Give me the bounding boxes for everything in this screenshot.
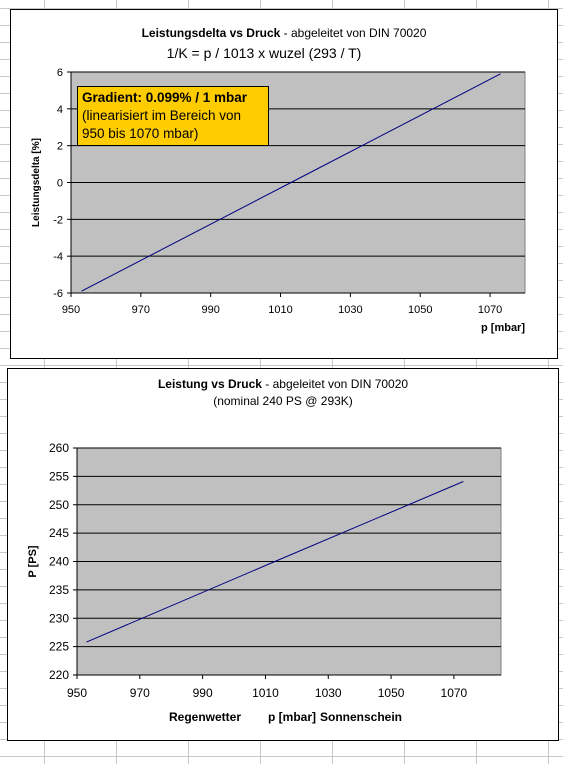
y-tick-label: 250 [49, 498, 69, 512]
chart1-title-rest: - abgeleitet von DIN 70020 [280, 26, 427, 40]
x-axis-label-left: Regenwetter [169, 710, 241, 724]
y-tick-label: 235 [49, 583, 69, 597]
x-tick-label: 1030 [315, 686, 342, 700]
y-tick-label: 255 [49, 469, 69, 483]
series-line [81, 73, 501, 292]
annotation-head: Gradient: 0.099% / 1 mbar [82, 90, 248, 105]
x-tick-label: 950 [62, 304, 80, 316]
x-axis-label-right: Sonnenschein [320, 710, 402, 724]
x-tick-label: 1050 [378, 686, 405, 700]
chart2-title-bold: Leistung vs Druck [157, 377, 262, 391]
x-axis-label: p [mbar] [268, 710, 316, 724]
x-tick-label: 1010 [252, 686, 279, 700]
x-axis-label: p [mbar] [481, 322, 525, 334]
x-tick-label: 990 [202, 304, 220, 316]
chart-leistungsdelta[interactable]: Leistungsdelta vs Druck - abgeleitet von… [10, 9, 558, 359]
chart1-plot: -6 -4 -2 0 2 4 6 950 970 990 1010 1030 1050 1070 Leist… [31, 67, 526, 334]
y-tick-label: 245 [49, 526, 69, 540]
y-tick-label: -6 [53, 288, 63, 300]
y-tick-label: -4 [53, 251, 63, 263]
x-tick-label: 1030 [338, 304, 362, 316]
y-axis-label: P [PS] [27, 545, 39, 578]
x-tick-label: 990 [193, 686, 213, 700]
y-tick-label: 6 [57, 67, 63, 79]
annotation-line1: (linearisiert im Bereich von [82, 108, 242, 123]
annotation-line2: 950 bis 1070 mbar) [82, 126, 199, 141]
x-tick-label: 1050 [408, 304, 432, 316]
chart2-title: Leistung vs Druck - abgeleitet von DIN 7… [8, 377, 558, 391]
y-tick-label: 2 [57, 141, 63, 153]
x-tick-label: 950 [67, 686, 87, 700]
y-tick-label: 0 [57, 178, 63, 190]
y-tick-label: 230 [49, 611, 69, 625]
series-line [86, 481, 464, 643]
y-tick-label: 220 [49, 668, 69, 682]
x-tick-label: 1070 [441, 686, 468, 700]
y-axis-label: Leistungsdelta [%] [31, 138, 42, 227]
x-tick-label: 1070 [478, 304, 502, 316]
x-tick-label: 1010 [268, 304, 292, 316]
chart1-title-bold: Leistungsdelta vs Druck [141, 26, 281, 40]
y-tick-label: 225 [49, 640, 69, 654]
y-tick-label: 240 [49, 555, 69, 569]
y-tick-label: 4 [57, 104, 63, 116]
gradient-annotation: Gradient: 0.099% / 1 mbar (linearisiert … [77, 86, 269, 146]
chart2-title-rest: - abgeleitet von DIN 70020 [261, 377, 409, 391]
x-tick-label: 970 [130, 686, 150, 700]
chart1-title: Leistungsdelta vs Druck - abgeleitet von… [11, 26, 557, 40]
x-tick-label: 970 [132, 304, 150, 316]
y-tick-label: -2 [53, 214, 63, 226]
chart1-subtitle: 1/K = p / 1013 x wuzel (293 / T) [166, 45, 362, 61]
chart2-subtitle: (nominal 240 PS @ 293K) [213, 394, 353, 408]
y-tick-label: 260 [49, 441, 69, 455]
chart2-plot: 220 225 230 235 240 245 250 255 260 950 970 990 1010… [27, 441, 502, 724]
chart-leistung[interactable]: Leistung vs Druck - abgeleitet von DIN 7… [7, 368, 559, 741]
